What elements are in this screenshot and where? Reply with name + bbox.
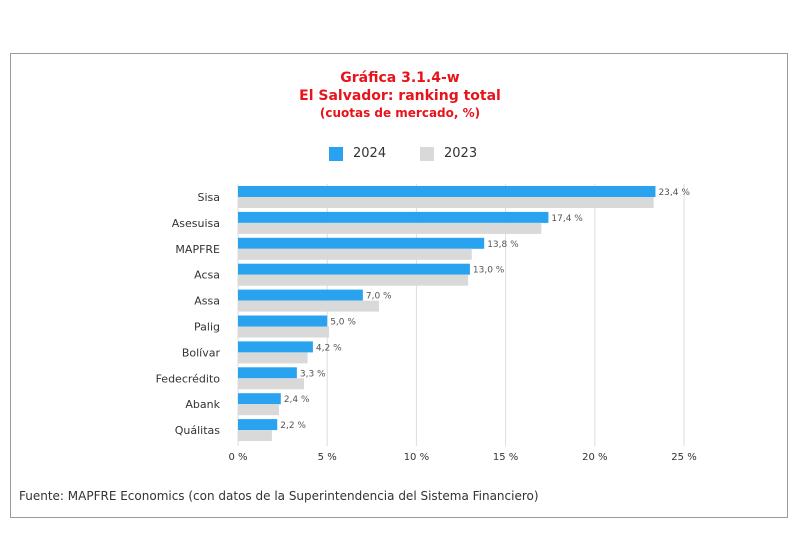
chart-title: Gráfica 3.1.4-w xyxy=(340,70,460,86)
bar-2023 xyxy=(238,197,654,208)
source-note: Fuente: MAPFRE Economics (con datos de l… xyxy=(19,489,539,503)
x-tick-label: 25 % xyxy=(671,452,696,463)
category-label: MAPFRE xyxy=(175,243,220,256)
bar-2023 xyxy=(238,300,379,312)
value-label-2024: 17,4 % xyxy=(551,214,583,224)
bar-2024 xyxy=(238,186,656,197)
x-tick-label: 0 % xyxy=(228,452,247,463)
bar-2023 xyxy=(238,404,280,416)
value-label-2024: 5,0 % xyxy=(330,318,356,328)
bar-2023 xyxy=(238,430,272,442)
value-label-2024: 3,3 % xyxy=(300,369,326,379)
x-tick-label: 10 % xyxy=(404,452,429,463)
bar-2024 xyxy=(238,341,313,353)
value-label-2024: 7,0 % xyxy=(366,292,392,302)
bar-2024 xyxy=(238,211,549,223)
value-label-2024: 2,4 % xyxy=(284,395,310,405)
chart-subtitle: El Salvador: ranking total xyxy=(299,88,501,104)
bar-2023 xyxy=(238,378,305,390)
bar-2024 xyxy=(238,419,278,431)
value-label-2024: 2,2 % xyxy=(280,421,306,431)
category-label: Asesuisa xyxy=(172,217,220,230)
category-label: Assa xyxy=(194,295,220,308)
bar-2023 xyxy=(238,222,542,234)
category-label: Bolívar xyxy=(182,346,221,359)
value-label-2024: 13,0 % xyxy=(473,266,505,276)
category-label: Sisa xyxy=(197,191,220,204)
bar-2024 xyxy=(238,237,485,249)
bar-2024 xyxy=(238,367,297,379)
legend-label-2024: 2024 xyxy=(353,146,387,161)
chart-frame xyxy=(10,53,788,518)
bar-2024 xyxy=(238,315,328,327)
bar-2024 xyxy=(238,289,363,301)
bar-2023 xyxy=(238,248,472,260)
bar-2023 xyxy=(238,352,308,364)
bar-2024 xyxy=(238,393,281,405)
value-label-2024: 13,8 % xyxy=(487,240,519,250)
value-label-2024: 23,4 % xyxy=(658,188,690,198)
category-label: Acsa xyxy=(194,269,220,282)
legend-swatch-2024 xyxy=(329,147,343,161)
x-tick-label: 15 % xyxy=(493,452,518,463)
x-tick-label: 20 % xyxy=(582,452,607,463)
chart-units: (cuotas de mercado, %) xyxy=(319,106,481,120)
x-tick-label: 5 % xyxy=(318,452,337,463)
category-label: Quálitas xyxy=(175,424,221,437)
bar-2023 xyxy=(238,326,329,338)
legend-swatch-2023 xyxy=(420,147,434,161)
bar-2024 xyxy=(238,263,470,275)
legend-label-2023: 2023 xyxy=(444,146,478,161)
category-label: Abank xyxy=(185,398,220,411)
category-label: Fedecrédito xyxy=(156,372,221,385)
category-label: Palig xyxy=(194,321,220,334)
bar-2023 xyxy=(238,274,469,286)
value-label-2024: 4,2 % xyxy=(316,343,342,353)
